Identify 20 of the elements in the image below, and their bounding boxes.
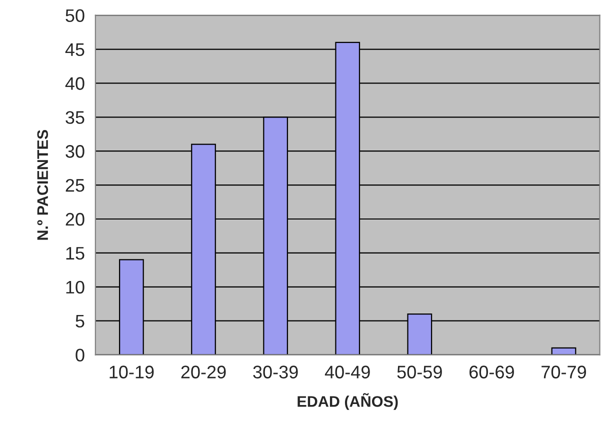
y-tick-label: 30 <box>66 145 84 158</box>
x-tick-label: 10-19 <box>110 366 154 378</box>
y-tick-label: 10 <box>66 280 84 294</box>
y-tick-label: 45 <box>65 43 84 56</box>
y-axis-title: N.º PACIENTES <box>37 130 48 240</box>
y-tick-label: 5 <box>76 314 84 328</box>
y-tick-label: 40 <box>65 77 84 90</box>
x-tick-label: 60-69 <box>470 366 514 378</box>
y-tick-label: 35 <box>66 111 84 124</box>
y-tick-label: 25 <box>66 178 84 192</box>
x-axis-title: EDAD (AÑOS) <box>298 393 398 410</box>
x-tick-label: 40-49 <box>324 366 370 378</box>
x-tick-label: 70-79 <box>542 366 586 378</box>
y-tick-label: 15 <box>66 247 84 260</box>
x-tick-label: 50-59 <box>397 366 442 378</box>
x-tick-label: 20-29 <box>181 366 226 378</box>
y-tick-label: 20 <box>66 212 84 226</box>
y-tick-label: 0 <box>76 348 84 362</box>
y-tick-label: 50 <box>66 9 84 22</box>
x-tick-label: 30-39 <box>253 366 298 378</box>
